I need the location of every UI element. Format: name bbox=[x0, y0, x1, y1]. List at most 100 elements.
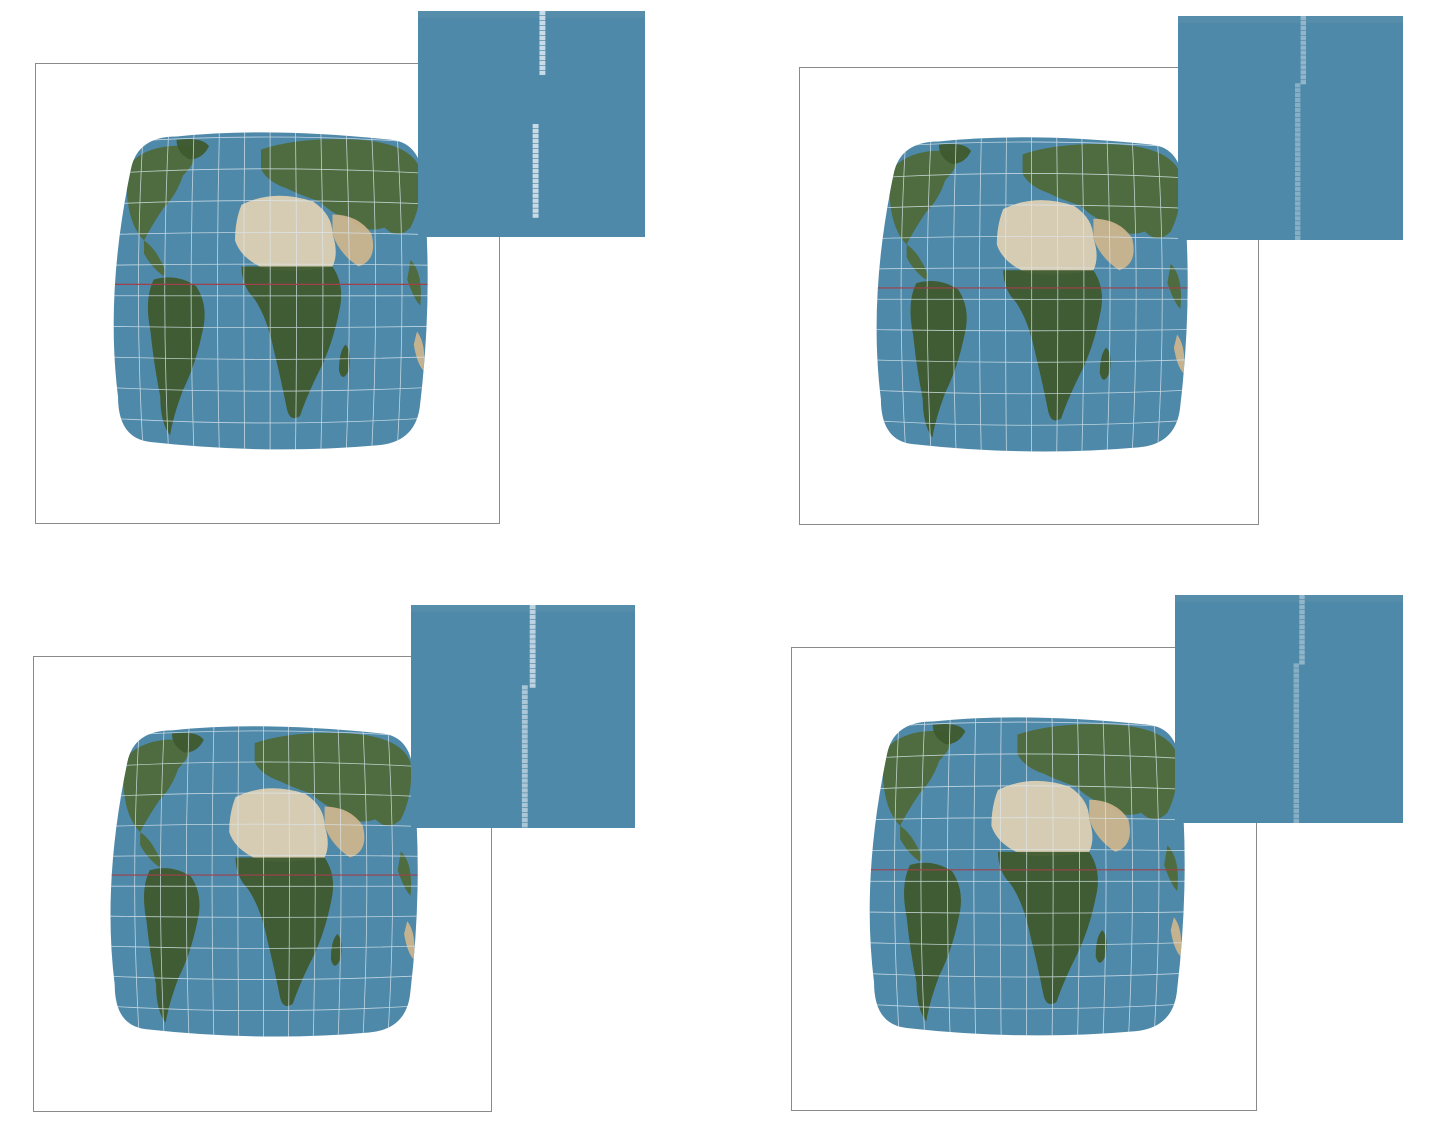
inset-strip-cell bbox=[1300, 75, 1307, 80]
inset-strip-cell bbox=[532, 203, 539, 208]
madagascar-landmass bbox=[339, 344, 350, 377]
inset-strip-cell bbox=[1295, 221, 1301, 226]
inset-strip-cell bbox=[1295, 206, 1301, 211]
inset-background bbox=[1178, 16, 1403, 240]
inset-strip-cell bbox=[1295, 186, 1301, 191]
inset-strip-cell bbox=[1295, 132, 1301, 137]
inset-strip-cell bbox=[1295, 152, 1301, 157]
inset-strip-cell bbox=[532, 173, 539, 179]
middle-east-landmass bbox=[324, 806, 365, 858]
australia-landmass bbox=[404, 921, 415, 960]
inset-strip-cell bbox=[529, 639, 536, 644]
north-america-landmass bbox=[882, 730, 951, 826]
inset-strip-cell bbox=[539, 15, 546, 21]
inset-strip-cell bbox=[1295, 97, 1301, 103]
africa-landmass bbox=[241, 266, 342, 419]
inset-strip-cell bbox=[532, 188, 539, 193]
inset-strip-cell bbox=[532, 138, 539, 144]
inset-strip-cell bbox=[1295, 191, 1301, 196]
north-america-landmass bbox=[123, 739, 190, 833]
inset-strip-cell bbox=[1295, 162, 1301, 167]
inset-strip-cell bbox=[1295, 171, 1301, 177]
inset-strip-cell bbox=[1293, 698, 1300, 703]
inset-strip-cell bbox=[1293, 778, 1300, 784]
africa-sahara bbox=[991, 780, 1093, 857]
inset-strip-cell bbox=[532, 133, 539, 139]
madagascar-landmass bbox=[1095, 930, 1107, 963]
southeast-asia-landmass bbox=[1167, 263, 1181, 309]
inset-strip-cell bbox=[1295, 142, 1301, 147]
inset-strip-cell bbox=[521, 690, 528, 695]
inset-strip-cell bbox=[1299, 595, 1305, 600]
inset-strip-cell bbox=[529, 624, 536, 629]
inset-strip-cell bbox=[1293, 813, 1300, 819]
inset-strip-cell bbox=[1293, 708, 1300, 713]
inset-strip-cell bbox=[1293, 758, 1300, 764]
inset-strip-cell bbox=[1295, 88, 1301, 93]
inset-strip-cell bbox=[539, 25, 546, 31]
inset-strip-cell bbox=[539, 11, 546, 16]
greenland-landmass bbox=[176, 138, 209, 160]
inset-strip-cell bbox=[521, 758, 528, 764]
africa-landmass bbox=[997, 851, 1098, 1005]
projected-globe bbox=[876, 137, 1188, 452]
inset-strip-cell bbox=[529, 605, 536, 610]
inset-strip-cell bbox=[1300, 25, 1307, 31]
inset-strip-cell bbox=[521, 798, 528, 803]
inset-strip-cell bbox=[529, 668, 536, 674]
inset-strip-cell bbox=[1299, 605, 1305, 610]
inset-strip-cell bbox=[1295, 201, 1301, 206]
inset-strip-cell bbox=[1295, 231, 1301, 236]
inset-strip-cell bbox=[529, 629, 536, 634]
africa-sahara bbox=[235, 195, 336, 271]
inset-strip-cell bbox=[1293, 738, 1300, 743]
inset-top-band bbox=[411, 605, 635, 612]
eurasia-landmass bbox=[254, 732, 412, 826]
inset-strip-cell bbox=[1293, 793, 1300, 799]
inset-strip-cell bbox=[1295, 93, 1301, 98]
inset-strip-cell bbox=[1293, 818, 1300, 823]
inset-strip-cell bbox=[521, 704, 528, 710]
inset-strip-cell bbox=[1293, 728, 1300, 733]
eurasia-landmass bbox=[1017, 724, 1178, 820]
inset-strip-cell bbox=[521, 807, 528, 813]
inset-strip-cell bbox=[1293, 678, 1300, 683]
south-america-landmass bbox=[143, 868, 200, 1023]
south-america-landmass bbox=[904, 862, 961, 1022]
inset-strip-cell bbox=[539, 60, 546, 66]
inset-strip-cell bbox=[1300, 55, 1307, 60]
inset-top-band bbox=[1178, 16, 1403, 23]
inset-strip-cell bbox=[521, 803, 528, 808]
middle-east-landmass bbox=[1089, 799, 1130, 852]
inset-strip-cell bbox=[1293, 663, 1300, 668]
madagascar-landmass bbox=[1099, 347, 1111, 380]
inset-strip-cell bbox=[1293, 768, 1300, 774]
inset-top-band bbox=[418, 11, 645, 18]
inset-strip-cell bbox=[1295, 117, 1301, 122]
inset-strip-cell bbox=[1295, 157, 1301, 162]
inset-strip-cell bbox=[529, 663, 536, 669]
africa-sahara bbox=[229, 788, 328, 862]
inset-strip-cell bbox=[521, 709, 528, 715]
inset-strip-cell bbox=[521, 729, 528, 734]
inset-strip-cell bbox=[1299, 630, 1305, 635]
inset-strip-cell bbox=[521, 739, 528, 744]
inset-strip-cell bbox=[521, 773, 528, 778]
greenland-landmass bbox=[938, 143, 972, 164]
inset-strip-cell bbox=[529, 649, 536, 654]
inset-strip-cell bbox=[1293, 668, 1300, 673]
eurasia-landmass bbox=[1022, 144, 1181, 239]
central-america-landmass bbox=[140, 832, 161, 868]
inset-strip-cell bbox=[532, 213, 539, 218]
inset-strip-cell bbox=[1293, 733, 1300, 738]
inset-top-band bbox=[1175, 595, 1403, 602]
inset-strip-cell bbox=[1299, 600, 1305, 605]
inset-strip-cell bbox=[521, 699, 528, 705]
projected-globe bbox=[113, 132, 428, 450]
inset-background bbox=[1175, 595, 1403, 823]
greenland-landmass bbox=[932, 723, 966, 745]
inset-strip-cell bbox=[1299, 615, 1305, 620]
south-america-landmass bbox=[910, 280, 967, 438]
inset-strip-cell bbox=[1299, 610, 1305, 615]
inset-strip-cell bbox=[1299, 650, 1305, 655]
